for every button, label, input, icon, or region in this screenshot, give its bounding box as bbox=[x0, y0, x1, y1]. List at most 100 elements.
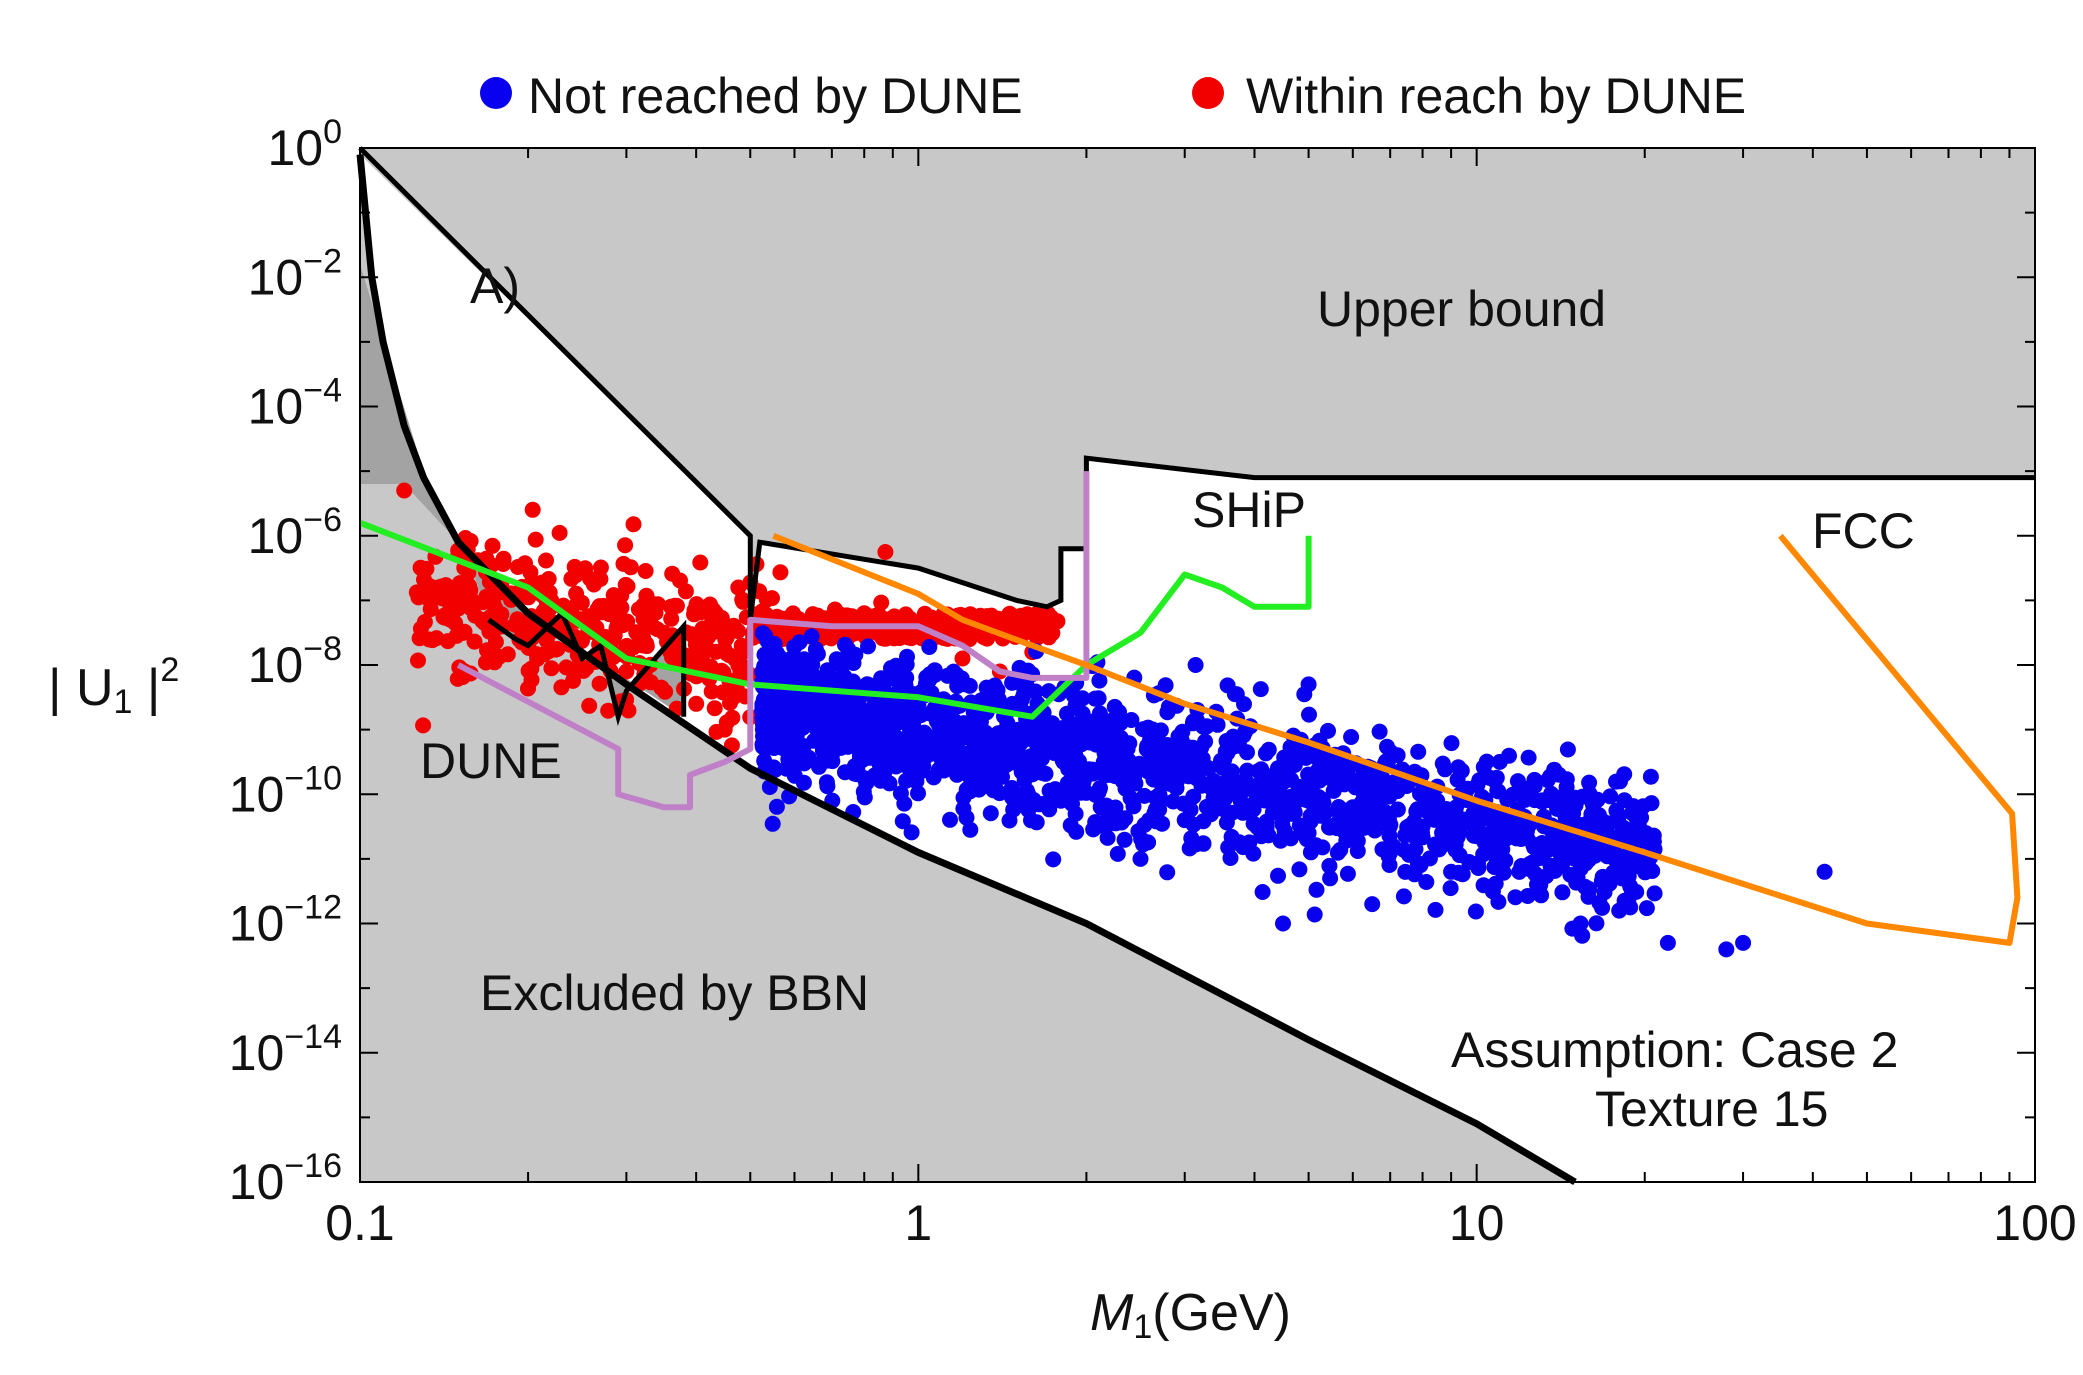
scatter-point-not-reached bbox=[942, 811, 958, 828]
scatter-point-not-reached bbox=[1154, 736, 1171, 753]
scatter-point-not-reached bbox=[1034, 796, 1051, 812]
scatter-point-not-reached bbox=[1491, 753, 1508, 770]
scatter-point-not-reached bbox=[1004, 674, 1021, 691]
scatter-point-not-reached bbox=[1015, 687, 1032, 704]
scatter-point-not-reached bbox=[1232, 774, 1249, 791]
dark-region-outline bbox=[487, 609, 687, 726]
scatter-point-within-reach bbox=[734, 591, 751, 608]
scatter-point-not-reached bbox=[1638, 900, 1655, 917]
fcc-sensitivity-line bbox=[772, 533, 2021, 946]
scatter-point-within-reach bbox=[919, 608, 936, 625]
scatter-point-not-reached bbox=[1173, 739, 1190, 756]
scatter-point-within-reach bbox=[630, 601, 647, 618]
scatter-point-not-reached bbox=[1301, 789, 1318, 806]
scatter-point-not-reached bbox=[1109, 845, 1126, 862]
scatter-point-not-reached bbox=[1037, 765, 1054, 782]
scatter-point-not-reached bbox=[1275, 915, 1291, 932]
scatter-point-within-reach bbox=[463, 600, 479, 617]
scatter-point-not-reached bbox=[1371, 723, 1388, 740]
scatter-point-not-reached bbox=[1623, 881, 1640, 898]
scatter-point-not-reached bbox=[760, 735, 777, 752]
scatter-point-not-reached bbox=[860, 676, 877, 693]
scatter-point-within-reach bbox=[396, 482, 413, 499]
scatter-point-within-reach bbox=[410, 589, 427, 606]
scatter-point-not-reached bbox=[1105, 721, 1122, 737]
dune-sensitivity-line bbox=[456, 471, 1090, 811]
panel-label: A) bbox=[470, 258, 520, 314]
scatter-point-within-reach bbox=[657, 683, 674, 700]
scatter-point-within-reach bbox=[437, 609, 453, 626]
scatter-point-within-reach bbox=[410, 652, 426, 669]
scatter-point-not-reached bbox=[1017, 798, 1034, 815]
scatter-point-not-reached bbox=[989, 682, 1006, 699]
scatter-point-not-reached bbox=[1005, 801, 1022, 818]
scatter-point-not-reached bbox=[1320, 722, 1336, 739]
scatter-point-not-reached bbox=[1611, 902, 1628, 919]
scatter-point-within-reach bbox=[474, 612, 491, 629]
scatter-point-not-reached bbox=[791, 634, 808, 651]
scatter-point-not-reached bbox=[1159, 864, 1176, 881]
scatter-point-within-reach bbox=[581, 697, 598, 714]
scatter-point-within-reach bbox=[494, 553, 511, 570]
x-axis-title-unit: (GeV) bbox=[1152, 1284, 1291, 1342]
scatter-point-within-reach bbox=[692, 554, 709, 571]
scatter-point-within-reach bbox=[622, 559, 639, 576]
y-tick-label: 10−4 bbox=[248, 372, 342, 435]
scatter-point-within-reach bbox=[487, 634, 504, 650]
scatter-point-not-reached bbox=[1389, 783, 1406, 800]
scatter-point-not-reached bbox=[1316, 804, 1333, 821]
scatter-point-not-reached bbox=[1300, 676, 1317, 693]
scatter-point-not-reached bbox=[846, 696, 863, 713]
scatter-points bbox=[396, 482, 1833, 958]
scatter-point-not-reached bbox=[953, 749, 970, 766]
scatter-point-within-reach bbox=[527, 531, 544, 548]
scatter-point-not-reached bbox=[1031, 718, 1048, 735]
scatter-point-not-reached bbox=[781, 660, 798, 677]
scatter-point-within-reach bbox=[529, 651, 546, 667]
x-axis-title-var: M bbox=[1090, 1284, 1134, 1342]
scatter-point-not-reached bbox=[765, 695, 782, 712]
scatter-point-not-reached bbox=[1187, 657, 1204, 673]
legend-label-not-reached: Not reached by DUNE bbox=[528, 68, 1023, 124]
scatter-point-not-reached bbox=[1550, 828, 1567, 845]
scatter-point-within-reach bbox=[877, 544, 894, 560]
scatter-point-not-reached bbox=[1461, 854, 1478, 870]
scatter-point-not-reached bbox=[1308, 881, 1325, 898]
scatter-point-not-reached bbox=[1412, 857, 1429, 874]
scatter-point-within-reach bbox=[764, 590, 780, 607]
scatter-point-not-reached bbox=[1132, 850, 1149, 867]
scatter-point-not-reached bbox=[939, 667, 956, 684]
scatter-point-within-reach bbox=[618, 663, 635, 680]
scatter-point-not-reached bbox=[1613, 864, 1630, 881]
fcc-label: FCC bbox=[1812, 503, 1915, 559]
scatter-point-within-reach bbox=[686, 606, 702, 623]
scatter-point-not-reached bbox=[1336, 776, 1353, 793]
scatter-point-not-reached bbox=[936, 711, 953, 728]
scatter-point-not-reached bbox=[794, 659, 811, 676]
scatter-point-not-reached bbox=[1101, 766, 1118, 783]
scatter-point-within-reach bbox=[979, 630, 996, 647]
scatter-point-not-reached bbox=[1543, 785, 1560, 802]
scatter-point-not-reached bbox=[1117, 810, 1134, 827]
scatter-point-not-reached bbox=[1299, 746, 1316, 763]
scatter-point-not-reached bbox=[1047, 739, 1063, 756]
scatter-point-within-reach bbox=[484, 537, 501, 554]
x-tick-label: 0.1 bbox=[325, 1195, 395, 1251]
scatter-point-not-reached bbox=[1526, 771, 1543, 788]
scatter-point-not-reached bbox=[1382, 844, 1399, 861]
scatter-point-not-reached bbox=[1218, 743, 1235, 760]
scatter-point-not-reached bbox=[803, 628, 820, 645]
y-axis-title-suffix: | bbox=[132, 659, 160, 717]
scatter-point-not-reached bbox=[1140, 724, 1157, 741]
scatter-point-within-reach bbox=[688, 695, 705, 712]
scatter-point-within-reach bbox=[625, 516, 642, 533]
scatter-point-not-reached bbox=[1431, 800, 1448, 817]
scatter-point-not-reached bbox=[1073, 784, 1090, 801]
scatter-point-not-reached bbox=[758, 708, 775, 725]
scatter-point-within-reach bbox=[663, 610, 680, 627]
scatter-point-not-reached bbox=[994, 768, 1010, 785]
scatter-point-not-reached bbox=[1073, 761, 1090, 778]
scatter-point-not-reached bbox=[1397, 863, 1414, 880]
scatter-point-not-reached bbox=[1282, 788, 1299, 805]
scatter-point-not-reached bbox=[1195, 718, 1212, 735]
